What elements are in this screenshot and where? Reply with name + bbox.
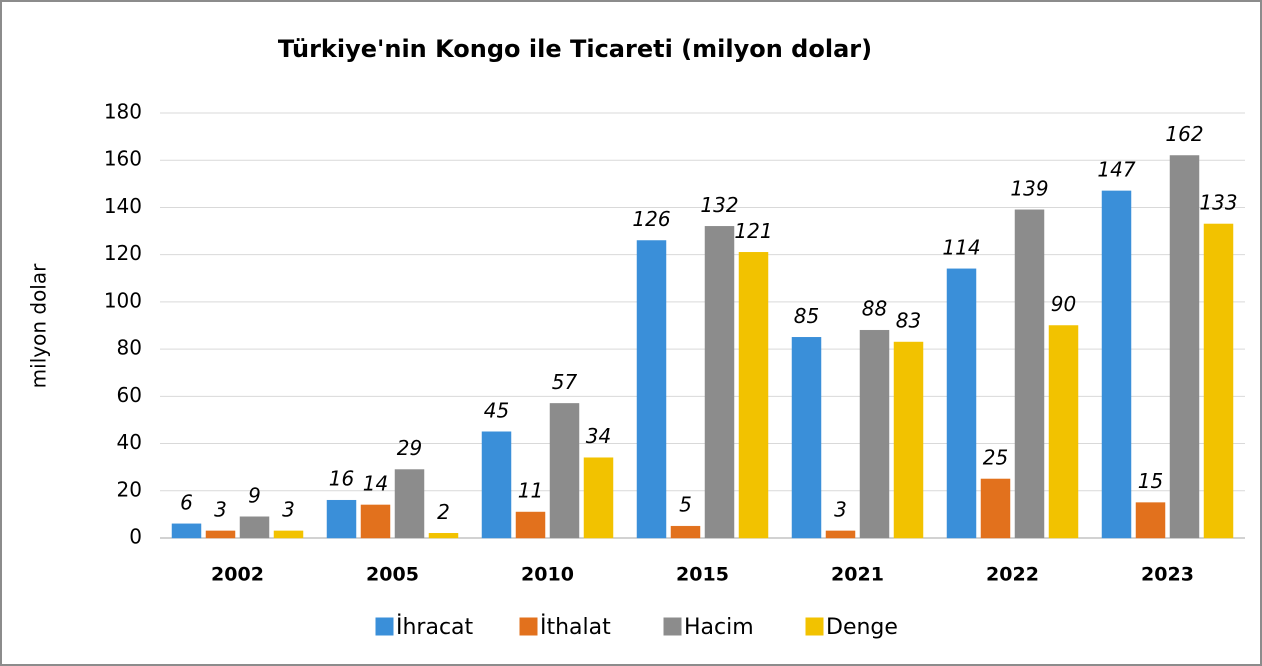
legend-label: İhracat [396,614,474,640]
bar [1014,209,1045,539]
data-label: 147 [1097,157,1135,181]
bar [583,457,614,539]
x-tick-label: 2023 [1141,564,1194,586]
bar [1135,502,1166,539]
x-tick-label: 2005 [366,564,419,586]
x-tick-label: 2002 [211,564,264,586]
data-label: 16 [329,467,354,491]
bar [360,504,391,539]
data-label: 88 [862,297,887,321]
bar [893,341,924,539]
bar [549,403,580,539]
y-tick-label: 100 [104,288,142,312]
bar [273,530,304,539]
bar [980,478,1011,539]
legend-swatch [805,617,824,636]
bar [171,523,202,539]
x-tick-label: 2010 [521,564,574,586]
legend-label: Hacim [684,615,754,640]
bar [481,431,512,539]
data-label: 14 [363,471,388,495]
bar [636,240,667,539]
y-axis-label: milyon dolar [27,263,51,388]
legend-label: İthalat [540,614,611,640]
bar [239,516,270,539]
bar [1203,223,1234,539]
data-label: 5 [679,493,692,517]
data-label: 2 [437,500,450,524]
bar [1048,325,1079,539]
data-label: 121 [734,219,772,243]
data-label: 3 [214,497,227,521]
legend-swatch [375,617,394,636]
bar [394,469,425,539]
x-tick-label: 2015 [676,564,729,586]
bar [791,337,822,539]
bar [326,499,357,539]
data-label: 11 [518,479,543,503]
y-tick-label: 120 [104,241,142,265]
y-tick-label: 80 [117,336,142,360]
bar [738,252,769,539]
x-tick-label: 2022 [986,564,1039,586]
data-label: 126 [632,207,670,231]
data-label: 6 [180,490,193,514]
bar [428,533,459,539]
data-label: 3 [282,497,295,521]
bar [704,226,735,539]
data-label: 15 [1138,469,1163,493]
data-label: 85 [794,304,819,328]
data-label: 132 [700,193,738,217]
legend-swatch [519,617,538,636]
bar [205,530,236,539]
data-label: 25 [983,445,1008,469]
data-label: 139 [1010,176,1048,200]
data-label: 133 [1199,190,1237,214]
data-label: 3 [834,497,847,521]
chart-title: Türkiye'nin Kongo ile Ticareti (milyon d… [278,35,872,63]
y-tick-label: 40 [117,430,142,454]
bar [946,268,977,539]
data-label: 162 [1165,122,1203,146]
data-label: 29 [397,436,422,460]
legend-label: Denge [826,615,898,640]
bar [859,329,890,539]
bar [825,530,856,539]
y-tick-label: 160 [104,147,142,171]
data-label: 57 [552,370,578,394]
data-label: 34 [586,424,611,448]
y-tick-label: 180 [104,100,142,124]
bar [1169,155,1200,539]
y-tick-label: 140 [104,194,142,218]
data-label: 45 [484,398,509,422]
data-label: 9 [248,483,261,507]
x-tick-label: 2021 [831,564,884,586]
y-tick-label: 20 [117,477,142,501]
data-label: 114 [942,235,980,259]
bar [1101,190,1132,539]
bar [515,511,546,539]
legend-swatch [663,617,682,636]
data-label: 83 [896,309,921,333]
y-tick-label: 0 [129,525,142,549]
data-label: 90 [1051,292,1076,316]
bar [670,525,701,539]
y-tick-label: 60 [117,383,142,407]
